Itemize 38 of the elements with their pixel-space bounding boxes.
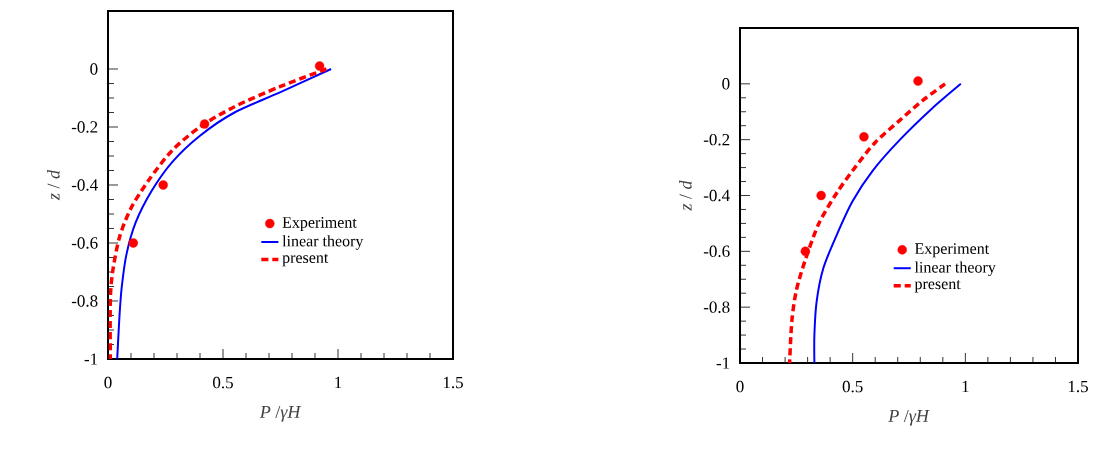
point [816, 190, 826, 201]
point [913, 76, 923, 86]
x-tick-label: 1 [962, 380, 969, 393]
legend-label: present [914, 280, 961, 293]
y-tick-label: -0.4 [703, 189, 730, 202]
y-tick-label: -0.6 [703, 245, 730, 258]
x-tick-label: 1 [335, 376, 342, 389]
y-tick-label: -0.8 [703, 301, 730, 313]
y-tick-label: -0.4 [71, 179, 98, 191]
x-axis-title: P /γH [888, 409, 930, 426]
x-tick-label: 1.5 [443, 376, 463, 389]
x-tick-label: 0 [104, 376, 112, 389]
x-tick-label: 1.5 [1068, 380, 1088, 393]
legend-label: linear theory [282, 235, 364, 250]
y-tick-label: -0.6 [71, 237, 98, 249]
point [859, 132, 869, 142]
point [128, 238, 138, 248]
legend-label: Experiment [282, 217, 357, 232]
x-tick-label: 0.5 [213, 376, 233, 389]
point [314, 61, 325, 71]
x-tick-label: 0 [736, 380, 744, 393]
y-axis-title: z / d [47, 169, 60, 201]
y-tick-label: -1 [716, 357, 730, 369]
point [800, 246, 811, 257]
y-axis-title: z / d [679, 180, 692, 211]
point [158, 180, 168, 190]
y-tick-label: 0 [722, 78, 730, 90]
x-tick-label: 0.5 [842, 380, 863, 393]
y-tick-label: -0.2 [71, 121, 98, 133]
legend-label: linear theory [914, 261, 996, 276]
point [199, 119, 210, 129]
y-tick-label: 0 [90, 63, 98, 75]
y-tick-label: -1 [84, 353, 98, 365]
y-tick-label: -0.2 [703, 133, 730, 146]
legend-label: present [282, 253, 329, 267]
x-axis-title: P /γH [259, 405, 302, 422]
legend-label: Experiment [914, 243, 990, 258]
y-tick-label: -0.8 [71, 295, 98, 307]
